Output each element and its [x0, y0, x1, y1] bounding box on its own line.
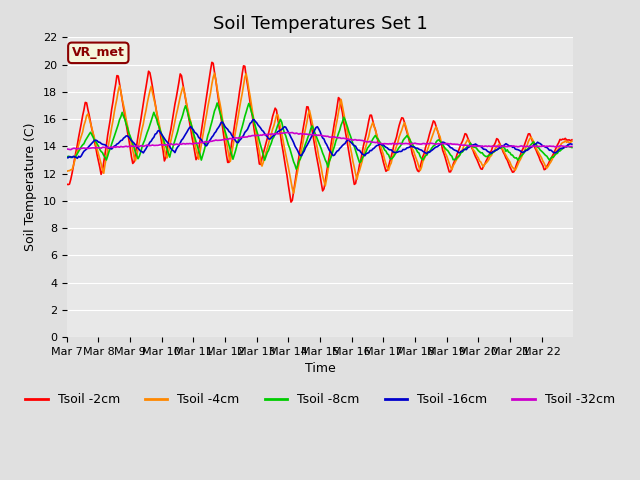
Tsoil -32cm [283, 130, 291, 135]
Tsoil -4cm [566, 139, 574, 145]
Tsoil -16cm [63, 155, 70, 160]
Tsoil -32cm [568, 144, 576, 149]
Tsoil -4cm [211, 70, 218, 76]
Tsoil -8cm [325, 159, 333, 165]
Tsoil -16cm [81, 147, 89, 153]
Tsoil -2cm [426, 132, 433, 137]
Tsoil -2cm [568, 137, 576, 143]
Line: Tsoil -32cm: Tsoil -32cm [67, 132, 572, 150]
Tsoil -2cm [96, 164, 104, 170]
Tsoil -8cm [568, 144, 576, 150]
Tsoil -4cm [290, 190, 298, 196]
Tsoil -32cm [566, 144, 574, 149]
Tsoil -4cm [426, 141, 433, 147]
Tsoil -8cm [213, 100, 221, 106]
Tsoil -32cm [325, 134, 333, 140]
Tsoil -2cm [287, 199, 295, 205]
Tsoil -4cm [80, 122, 88, 128]
Tsoil -32cm [67, 147, 75, 153]
Tsoil -4cm [63, 168, 70, 174]
Tsoil -16cm [74, 156, 81, 161]
Tsoil -2cm [500, 152, 508, 157]
Tsoil -2cm [325, 154, 333, 159]
Tsoil -8cm [80, 141, 88, 146]
Tsoil -8cm [566, 144, 574, 150]
Tsoil -8cm [292, 166, 300, 172]
Tsoil -32cm [426, 141, 433, 146]
Tsoil -32cm [63, 146, 70, 152]
Tsoil -4cm [96, 156, 104, 162]
Tsoil -2cm [63, 181, 70, 187]
Line: Tsoil -4cm: Tsoil -4cm [67, 73, 572, 193]
Title: Soil Temperatures Set 1: Soil Temperatures Set 1 [212, 15, 428, 33]
Tsoil -8cm [63, 155, 70, 160]
Tsoil -16cm [568, 142, 576, 147]
Tsoil -32cm [81, 145, 89, 151]
Tsoil -8cm [426, 149, 433, 155]
Tsoil -16cm [500, 142, 508, 148]
Tsoil -32cm [97, 145, 105, 151]
Tsoil -16cm [325, 147, 333, 153]
Tsoil -32cm [500, 144, 508, 150]
Tsoil -4cm [500, 150, 508, 156]
Line: Tsoil -8cm: Tsoil -8cm [67, 103, 572, 169]
Tsoil -4cm [568, 138, 576, 144]
Tsoil -2cm [566, 138, 574, 144]
Tsoil -16cm [97, 141, 105, 146]
Tsoil -2cm [208, 60, 216, 65]
Y-axis label: Soil Temperature (C): Soil Temperature (C) [24, 123, 37, 252]
Text: VR_met: VR_met [72, 47, 125, 60]
Tsoil -16cm [250, 117, 258, 122]
X-axis label: Time: Time [305, 362, 335, 375]
Tsoil -16cm [426, 149, 433, 155]
Tsoil -8cm [500, 145, 508, 151]
Tsoil -8cm [96, 146, 104, 152]
Line: Tsoil -2cm: Tsoil -2cm [67, 62, 572, 202]
Tsoil -2cm [80, 107, 88, 113]
Tsoil -4cm [325, 160, 333, 166]
Line: Tsoil -16cm: Tsoil -16cm [67, 120, 572, 158]
Tsoil -16cm [566, 141, 574, 147]
Legend: Tsoil -2cm, Tsoil -4cm, Tsoil -8cm, Tsoil -16cm, Tsoil -32cm: Tsoil -2cm, Tsoil -4cm, Tsoil -8cm, Tsoi… [20, 388, 620, 411]
